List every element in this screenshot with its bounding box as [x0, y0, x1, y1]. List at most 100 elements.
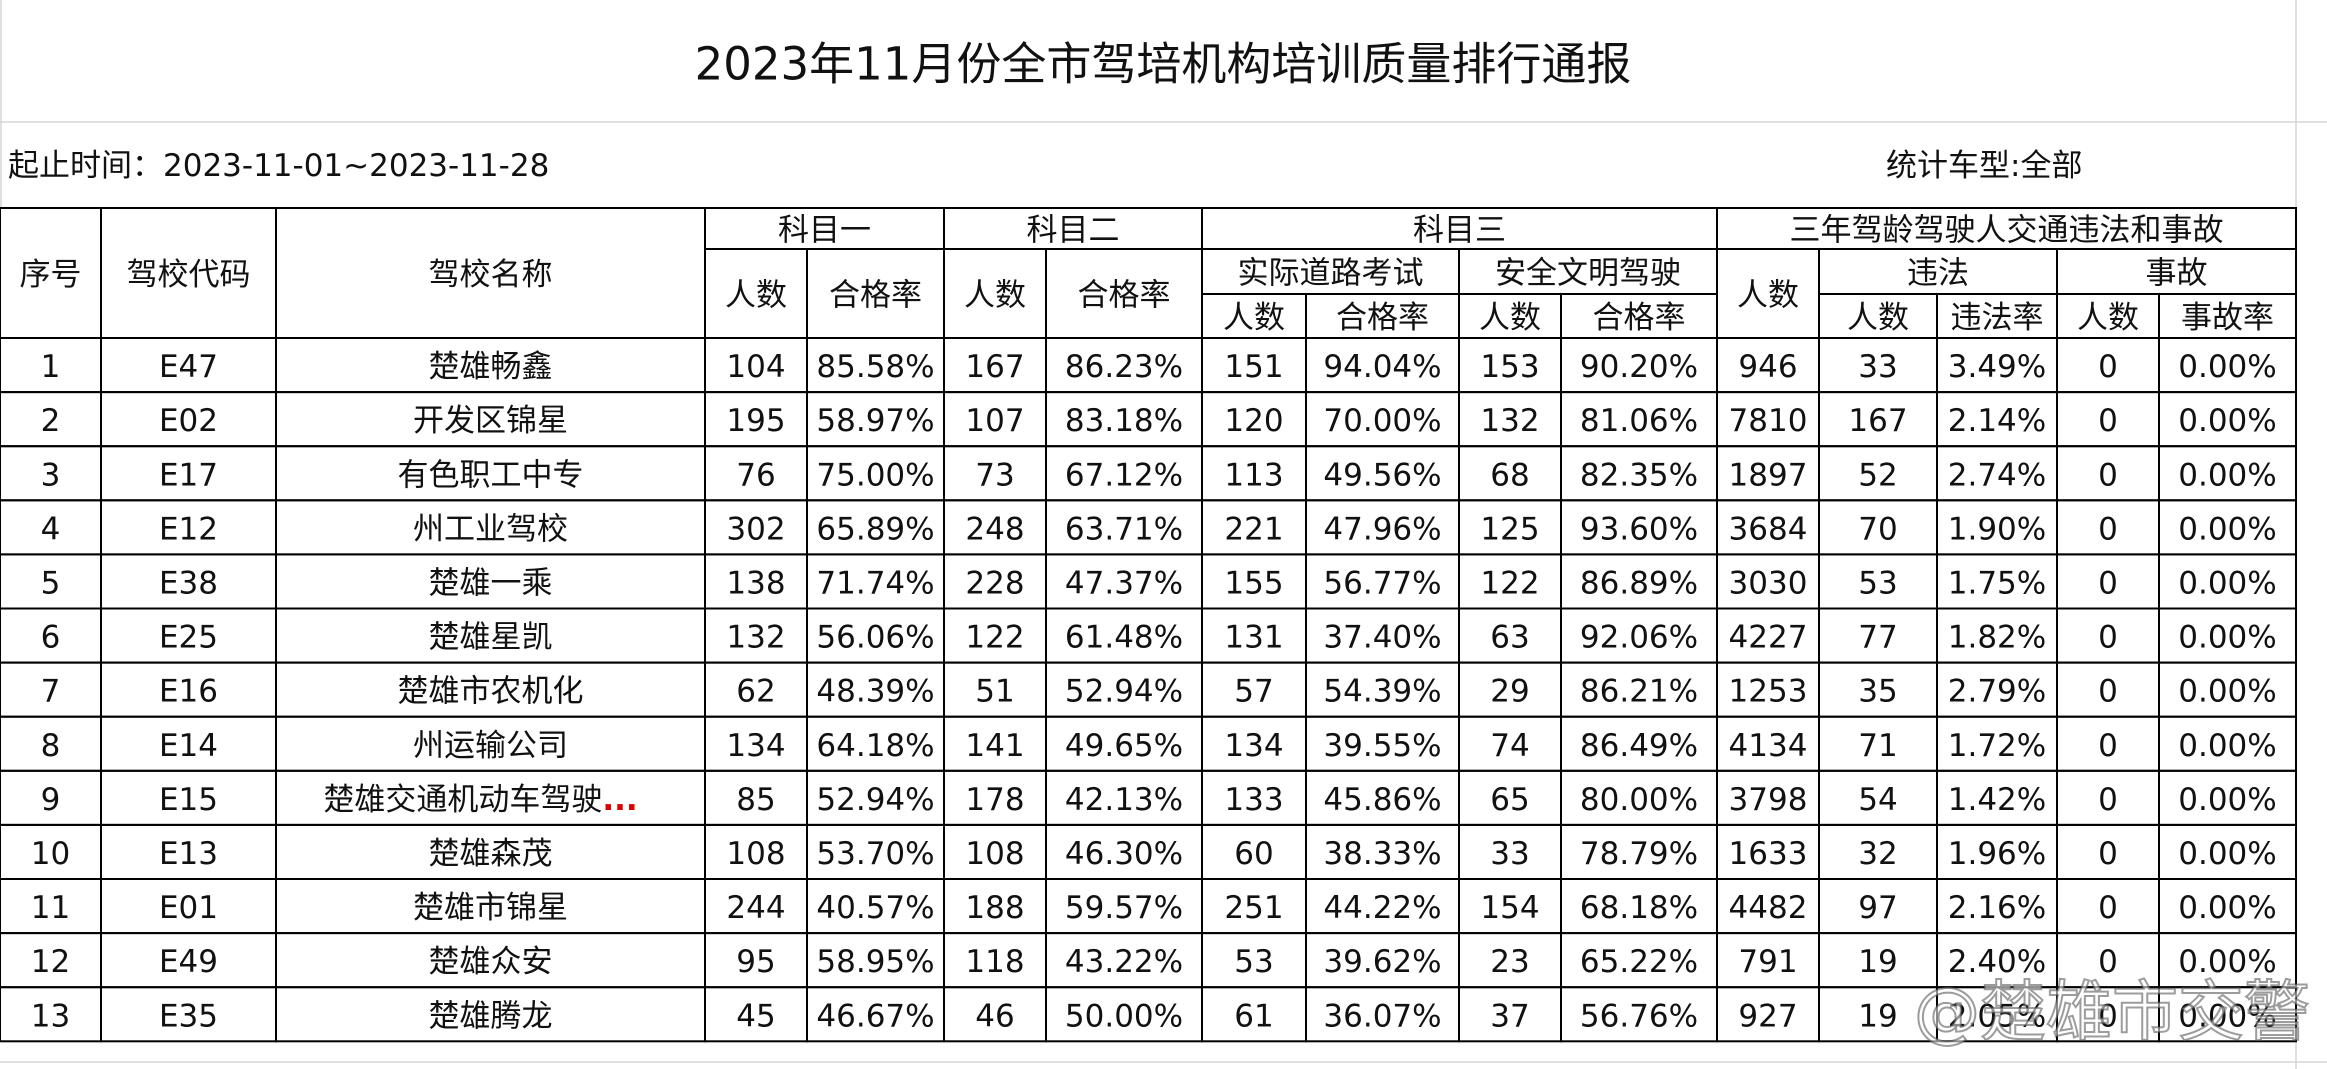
- cell-text: 68.18%: [1580, 890, 1698, 926]
- cell-text: 1253: [1729, 674, 1808, 710]
- cell-text: E47: [159, 349, 218, 385]
- cell-text: 开发区锦星: [413, 403, 568, 439]
- cell-text: 92.06%: [1580, 620, 1698, 656]
- cell-text: E17: [159, 457, 218, 493]
- cell-text: 19: [1858, 998, 1897, 1034]
- cell-text: 791: [1738, 944, 1797, 980]
- cell-text: 54.39%: [1323, 674, 1441, 710]
- cell-text: 71: [1858, 728, 1897, 764]
- cell-text: 63: [1490, 620, 1529, 656]
- cell-text: 302: [726, 511, 785, 547]
- cell-text: 58.95%: [816, 944, 934, 980]
- cell-text: 2.79%: [1948, 674, 2046, 710]
- cell-text: 32: [1858, 836, 1897, 872]
- cell-text: 131: [1224, 620, 1283, 656]
- cell-text: 47.96%: [1323, 511, 1441, 547]
- cell-text: 57: [1234, 674, 1273, 710]
- cell-text: 29: [1490, 674, 1529, 710]
- cell-text: 60: [1234, 836, 1273, 872]
- watermark: @楚雄市交警: [1914, 974, 2310, 1051]
- cell-text: 195: [726, 403, 785, 439]
- cell-text: 153: [1480, 349, 1539, 385]
- cell-text: 45: [736, 998, 775, 1034]
- cell-text: 楚雄腾龙: [429, 998, 553, 1034]
- cell-text: 0.00%: [2178, 565, 2276, 601]
- cell-text: 40.57%: [816, 890, 934, 926]
- header-text: 合格率: [1593, 300, 1686, 336]
- header-text: 序号: [20, 257, 82, 293]
- cell-text: 104: [726, 349, 785, 385]
- cell-text: 2.74%: [1948, 457, 2046, 493]
- header-text: 驾校名称: [429, 257, 553, 293]
- cell-text: 70: [1858, 511, 1897, 547]
- cell-text: 53.70%: [816, 836, 934, 872]
- cell-text: 134: [726, 728, 785, 764]
- header-text: 人数: [2077, 300, 2139, 336]
- cell-text: 83.18%: [1065, 403, 1183, 439]
- cell-text: 61: [1234, 998, 1273, 1034]
- cell-text: 2.05%: [1948, 998, 2046, 1034]
- cell-text: E15: [159, 782, 218, 818]
- cell-text: E38: [159, 565, 218, 601]
- report-title: 2023年11月份全市驾培机构培训质量排行通报: [695, 38, 1632, 91]
- cell-text: 37: [1490, 998, 1529, 1034]
- cell-text: 74: [1490, 728, 1529, 764]
- cell-text: 13: [31, 998, 70, 1034]
- cell-text: 1.72%: [1948, 728, 2046, 764]
- cell-text: 75.00%: [816, 457, 934, 493]
- cell-text: 167: [965, 349, 1024, 385]
- cell-text: 37.40%: [1323, 620, 1441, 656]
- cell-text: 4482: [1729, 890, 1808, 926]
- cell-text: 0.00%: [2178, 728, 2276, 764]
- cell-text: 楚雄星凯: [429, 620, 553, 656]
- cell-text: 39.55%: [1323, 728, 1441, 764]
- cell-text: 86.49%: [1580, 728, 1698, 764]
- cell-text: 0.00%: [2178, 890, 2276, 926]
- header-text: 事故: [2146, 256, 2208, 292]
- cell-text: 50.00%: [1065, 998, 1183, 1034]
- cell-text: 94.04%: [1323, 349, 1441, 385]
- cell-text: E49: [159, 944, 218, 980]
- cell-text: 0.00%: [2178, 998, 2276, 1034]
- cell-text: 2: [41, 403, 61, 439]
- cell-text: 0: [2098, 944, 2118, 980]
- header-text: 实际道路考试: [1238, 256, 1424, 292]
- cell-text: 0: [2098, 674, 2118, 710]
- cell-text: 70.00%: [1323, 403, 1441, 439]
- cell-text: 228: [965, 565, 1024, 601]
- cell-text: E01: [159, 890, 218, 926]
- cell-text: 52: [1858, 457, 1897, 493]
- cell-text: 86.21%: [1580, 674, 1698, 710]
- cell-text: E16: [159, 674, 218, 710]
- cell-text: 125: [1480, 511, 1539, 547]
- header-text: 人数: [1223, 300, 1285, 336]
- cell-text: 1.82%: [1948, 620, 2046, 656]
- cell-text: E14: [159, 728, 218, 764]
- cell-text: 楚雄交通机动车驾驶...: [323, 782, 637, 818]
- cell-text: 93.60%: [1580, 511, 1698, 547]
- cell-text: 3: [41, 457, 61, 493]
- cell-text: 56.77%: [1323, 565, 1441, 601]
- cell-text: 248: [965, 511, 1024, 547]
- cell-text: 0.00%: [2178, 403, 2276, 439]
- cell-text: 53: [1234, 944, 1273, 980]
- truncation-mark: ...: [602, 782, 637, 818]
- cell-text: 120: [1224, 403, 1283, 439]
- cell-text: 56.06%: [816, 620, 934, 656]
- cell-text: 2.16%: [1948, 890, 2046, 926]
- header-text: 合格率: [1336, 300, 1429, 336]
- cell-text: 3.49%: [1948, 349, 2046, 385]
- cell-text: 35: [1858, 674, 1897, 710]
- header-text: 驾校代码: [127, 257, 251, 293]
- cell-text: 141: [965, 728, 1024, 764]
- cell-text: 0.00%: [2178, 511, 2276, 547]
- cell-text: E25: [159, 620, 218, 656]
- cell-text: 0.00%: [2178, 674, 2276, 710]
- cell-text: 113: [1224, 457, 1283, 493]
- cell-text: 19: [1858, 944, 1897, 980]
- cell-text: 0: [2098, 782, 2118, 818]
- cell-text: 132: [726, 620, 785, 656]
- cell-text: 65.22%: [1580, 944, 1698, 980]
- header-text: 安全文明驾驶: [1495, 256, 1681, 292]
- cell-text: 楚雄森茂: [429, 836, 553, 872]
